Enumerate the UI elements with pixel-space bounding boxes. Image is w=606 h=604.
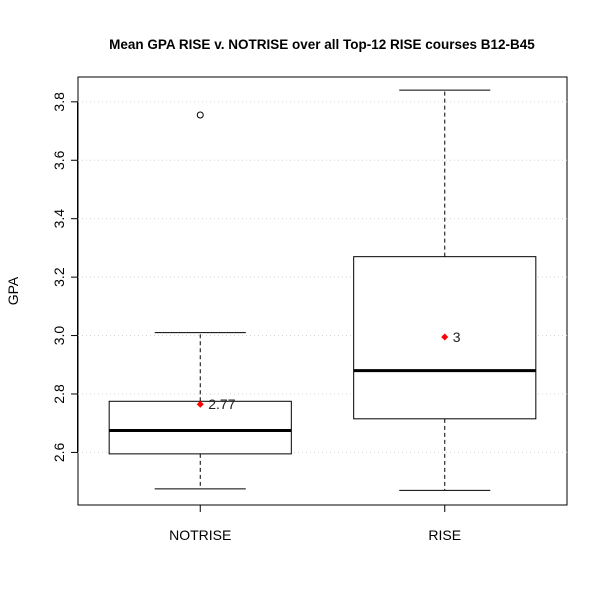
x-tick-label: RISE [428, 527, 461, 543]
x-tick-label: NOTRISE [169, 527, 231, 543]
mean-marker [441, 333, 449, 341]
y-tick-label: 3.8 [51, 92, 67, 112]
mean-label: 3 [453, 329, 461, 345]
box-notrise: 2.77 [108, 111, 292, 490]
y-tick-label: 3.6 [51, 150, 67, 170]
mean-marker [196, 400, 204, 408]
y-axis-label: GPA [5, 276, 21, 305]
chart-title: Mean GPA RISE v. NOTRISE over all Top-12… [109, 37, 535, 52]
y-tick-label: 2.8 [51, 384, 67, 404]
box-rise: 3 [353, 89, 537, 491]
mean-label: 2.77 [208, 396, 235, 412]
outlier-point [196, 111, 204, 119]
y-tick-label: 3.2 [51, 267, 67, 287]
iqr-box [108, 400, 292, 455]
box-series: 2.77 3 [108, 89, 537, 491]
grid-lines [78, 101, 567, 453]
y-tick-label: 3.4 [51, 209, 67, 229]
y-tick-label: 3.0 [51, 326, 67, 346]
y-tick-label: 2.6 [51, 442, 67, 462]
y-axis: 2.6 2.8 3.0 3.2 3.4 3.6 3.8 [51, 92, 78, 462]
x-axis: NOTRISE RISE [169, 504, 461, 543]
